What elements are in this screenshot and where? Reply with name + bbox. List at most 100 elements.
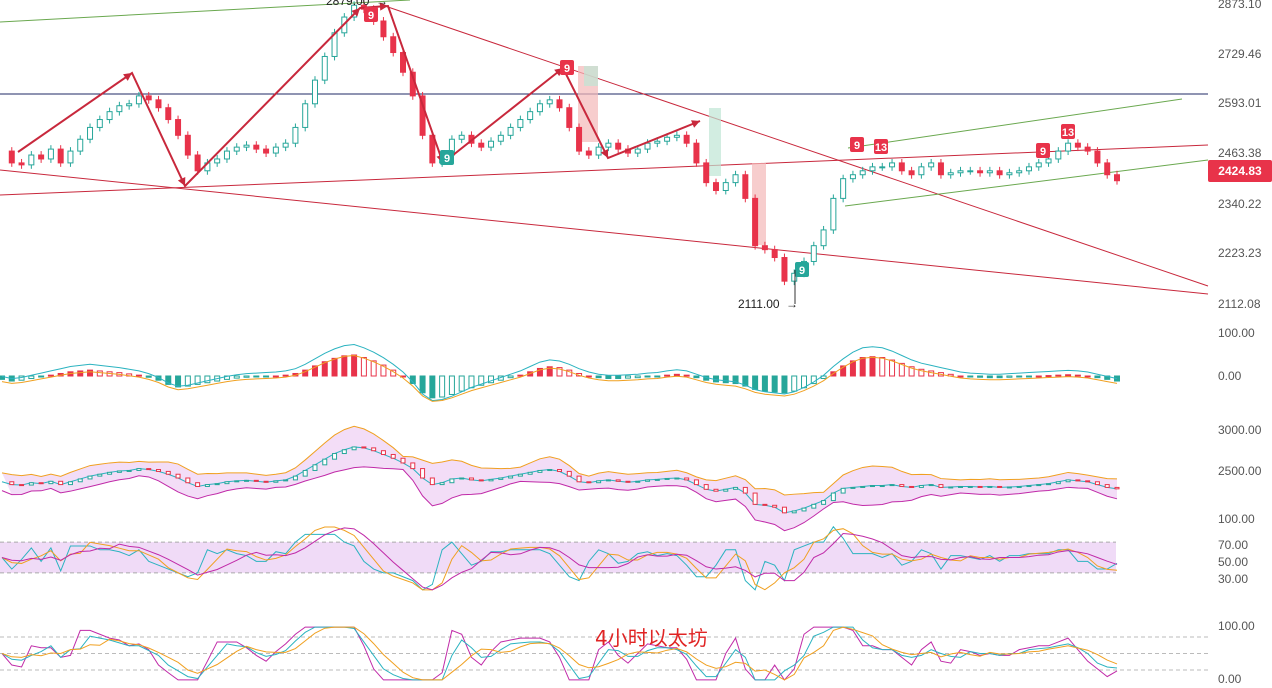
- trend-lines: [0, 0, 1209, 295]
- boll-candle: [576, 475, 582, 483]
- macd-histogram-bar: [380, 364, 387, 377]
- low-annotation: 2111.00: [738, 297, 780, 311]
- macd-dea-line: [1, 354, 1118, 402]
- candle-body: [126, 103, 133, 107]
- candle-body: [820, 229, 827, 247]
- boll-candle: [459, 477, 465, 480]
- candle-body: [644, 142, 651, 150]
- macd-histogram-bar: [869, 356, 876, 377]
- boll-candle: [361, 446, 367, 449]
- wave-arrowhead: [123, 73, 132, 81]
- candle-body: [546, 99, 553, 105]
- boll-lower-line: [1, 466, 1118, 532]
- candle-body: [272, 146, 279, 154]
- boll-candle: [351, 446, 357, 451]
- boll-candle: [909, 485, 915, 488]
- boll-candle: [713, 488, 719, 492]
- td-marker-badge: [560, 60, 574, 75]
- boll-candle: [234, 480, 240, 483]
- macd-histogram-bar: [849, 360, 856, 377]
- candle-body: [879, 166, 886, 169]
- boll-candle: [566, 470, 572, 477]
- candle-body: [194, 154, 201, 172]
- candle-body: [527, 111, 534, 121]
- boll-candle: [390, 453, 396, 459]
- rsi-mid-line: [1, 526, 1118, 591]
- candle-body: [311, 79, 318, 105]
- boll-candle: [146, 468, 152, 471]
- macd-histogram-bar: [488, 375, 495, 384]
- candle-body: [1074, 142, 1081, 148]
- macd-histogram-bar: [605, 375, 612, 380]
- price-axis: 2873.10 2729.46 2593.01 2463.38 2340.22 2223.…: [1218, 0, 1262, 311]
- boll-candle: [19, 484, 25, 487]
- candle-body: [1006, 172, 1013, 176]
- td-marker-label: 9: [368, 10, 374, 22]
- macd-histogram-bar: [204, 375, 211, 384]
- boll-candle: [1114, 486, 1120, 490]
- boll-candle: [38, 482, 44, 485]
- macd-histogram-bar: [263, 375, 270, 378]
- candle-body: [761, 245, 768, 251]
- candle-body: [898, 162, 905, 172]
- candle-body: [566, 107, 573, 128]
- panel-tick-label: 2500.00: [1218, 464, 1262, 478]
- macd-histogram-bar: [771, 375, 778, 393]
- candle-body: [722, 182, 729, 191]
- td-marker-label: 9: [799, 265, 805, 277]
- candle-body: [87, 126, 94, 140]
- wave-arrows: [17, 2, 701, 188]
- macd-histogram-bar: [282, 374, 289, 377]
- boll-candle: [155, 469, 161, 472]
- candle-body: [615, 142, 622, 150]
- boll-candle: [107, 471, 113, 475]
- candle-body: [664, 136, 671, 142]
- boll-candle: [28, 482, 34, 486]
- price-tick-label: 2340.22: [1218, 197, 1262, 211]
- macd-histogram-bar: [928, 370, 935, 377]
- candle-body: [742, 174, 749, 199]
- macd-histogram-bar: [175, 375, 182, 388]
- boll-candle: [928, 484, 934, 487]
- macd-histogram-bar: [341, 355, 348, 377]
- wave-arrowhead: [351, 8, 360, 17]
- candle-body: [488, 140, 495, 148]
- macd-histogram-bar: [879, 357, 886, 377]
- boll-candle: [948, 486, 954, 489]
- boll-candle: [380, 450, 386, 455]
- candle-body: [536, 103, 543, 113]
- boll-candle: [1085, 480, 1091, 483]
- td-markers: 9 9 9 9 9 13 9 13 → →: [364, 0, 1075, 311]
- boll-candle: [615, 479, 621, 482]
- candle-body: [585, 150, 592, 156]
- boll-candle: [126, 469, 132, 472]
- boll-candle: [322, 458, 328, 466]
- macd-histogram-bar: [28, 375, 35, 380]
- macd-histogram-bar: [77, 370, 84, 377]
- candle-body: [654, 140, 661, 144]
- macd-histogram-bar: [634, 375, 641, 379]
- panel-tick-label: 30.00: [1218, 572, 1248, 586]
- boll-candle: [723, 488, 729, 492]
- boll-candle: [116, 470, 122, 473]
- td-marker-badge: [1061, 124, 1075, 139]
- candle-body: [135, 95, 142, 105]
- macd-histogram-bar: [155, 375, 162, 381]
- candle-body: [673, 134, 680, 138]
- boll-candle: [1026, 485, 1032, 488]
- boll-candle: [478, 479, 484, 482]
- descending-trendline: [384, 5, 1209, 287]
- macd-histogram-bar: [654, 375, 661, 378]
- boll-candle: [987, 485, 993, 488]
- rising-channel-upper: [847, 98, 1183, 149]
- candle-body: [830, 197, 837, 231]
- price-tick-label: 2112.08: [1218, 297, 1261, 311]
- boll-candle: [97, 473, 103, 477]
- boll-candle: [938, 484, 944, 488]
- macd-histogram-bar: [761, 375, 768, 392]
- td-marker-label: 13: [1062, 127, 1074, 139]
- kdj-k-line: [1, 626, 1118, 681]
- macd-histogram-bar: [1055, 374, 1062, 377]
- candle-body: [38, 154, 45, 160]
- candle-body: [556, 99, 563, 109]
